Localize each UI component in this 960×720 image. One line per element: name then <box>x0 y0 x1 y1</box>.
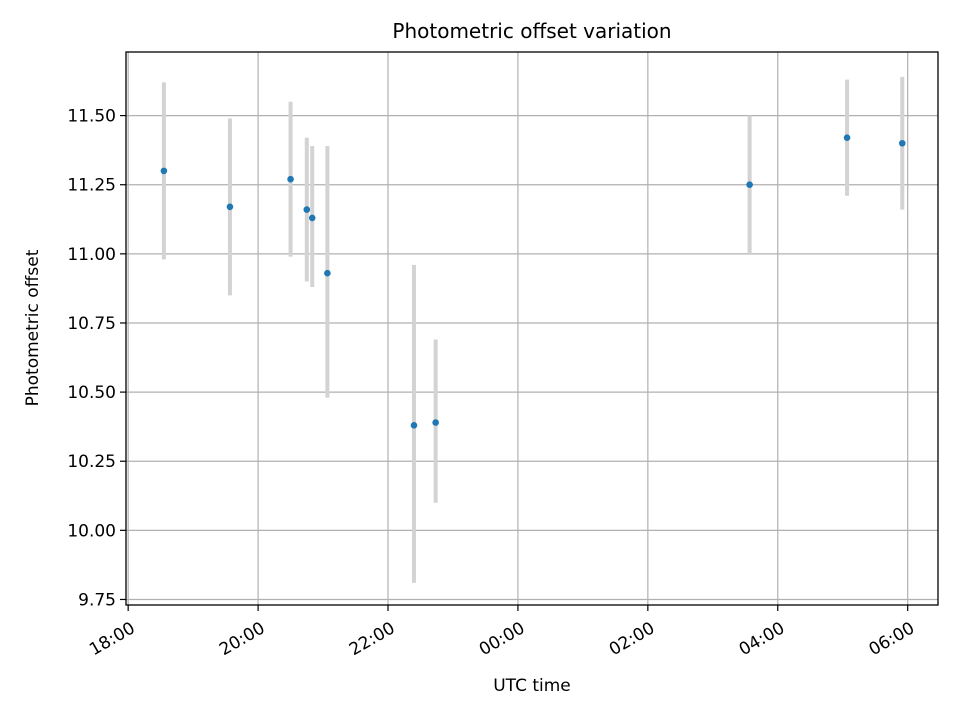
plot-frame <box>125 51 939 606</box>
y-axis-label: Photometric offset <box>23 249 43 406</box>
y-tick-label: 10.25 <box>67 452 116 472</box>
data-point <box>226 203 234 211</box>
y-tick-label: 9.75 <box>78 590 116 610</box>
x-axis-ticks: 18:00 20:00 22:00 00:00 02:00 04:00 06:00 <box>86 605 918 660</box>
y-tick-label: 10.00 <box>67 521 116 541</box>
data-points <box>160 134 906 429</box>
x-tick-label: 22:00 <box>346 618 398 660</box>
y-tick-label: 11.50 <box>67 107 116 127</box>
x-tick-label: 18:00 <box>86 618 138 660</box>
x-tick-label: 20:00 <box>216 618 268 660</box>
data-point <box>746 181 753 189</box>
data-point <box>324 269 331 277</box>
chart-title: Photometric offset variation <box>392 19 671 43</box>
y-tick-label: 11.25 <box>67 176 116 196</box>
data-point <box>843 134 851 142</box>
y-tick-label: 10.50 <box>67 383 116 403</box>
data-point <box>160 167 168 175</box>
x-axis-label: UTC time <box>493 676 571 696</box>
data-point <box>303 206 311 213</box>
error-bars <box>161 76 905 583</box>
x-tick-label: 04:00 <box>736 618 788 660</box>
y-tick-label: 11.00 <box>67 245 116 265</box>
data-point <box>287 175 294 183</box>
grid-lines <box>126 52 938 605</box>
x-tick-label: 06:00 <box>866 618 918 660</box>
data-point <box>898 139 906 147</box>
x-tick-label: 00:00 <box>476 618 528 660</box>
data-point <box>308 214 316 222</box>
y-axis-ticks: 9.75 10.00 10.25 10.50 10.75 11.00 11.25 11.50 <box>67 107 126 610</box>
x-tick-label: 02:00 <box>606 618 658 660</box>
data-point <box>410 421 418 429</box>
data-point <box>432 419 439 426</box>
y-tick-label: 10.75 <box>67 314 116 334</box>
